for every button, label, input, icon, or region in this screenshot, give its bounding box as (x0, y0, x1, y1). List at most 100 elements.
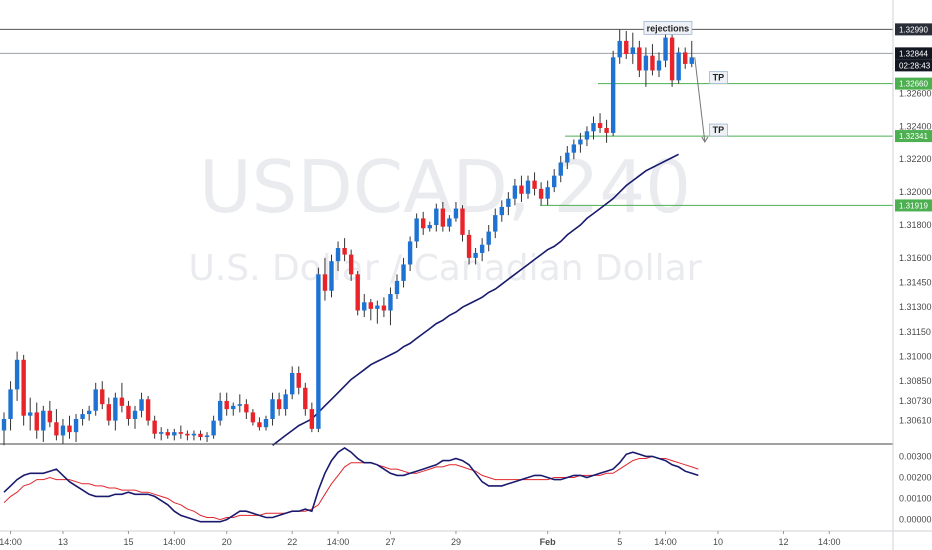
candle (47, 400, 53, 428)
candle-body (270, 399, 275, 419)
macd-line (3, 447, 699, 523)
candle (545, 180, 550, 206)
candle-body (434, 208, 439, 225)
price-tick-label: 1.31450 (899, 278, 932, 288)
candles-layer[interactable] (1, 29, 694, 446)
candle-body (414, 218, 419, 242)
time-axis[interactable]: 14:00 13 15 14:00 20 22 14:00 27 29 Feb 5 14:00 10 12… (0, 531, 841, 547)
candle (165, 428, 170, 439)
candle-body (303, 387, 308, 410)
candle (447, 215, 452, 232)
candle-body (617, 40, 622, 58)
candle-body (683, 52, 688, 64)
candle-body (21, 359, 26, 416)
candle (100, 381, 105, 410)
oscillator-tick-label: 0.00300 (899, 451, 932, 461)
price-tag: 1.32990 (895, 23, 932, 36)
candle (329, 254, 334, 298)
candle (368, 298, 373, 321)
candle-body (348, 254, 354, 275)
candle (669, 32, 675, 87)
candle (73, 414, 79, 442)
oscillator-tick-label: 0.00100 (899, 494, 932, 504)
candle-body (401, 264, 406, 281)
price-tick-label: 1.32600 (899, 88, 932, 98)
candle-body (584, 131, 590, 140)
candle-body (80, 414, 85, 419)
time-tick-label: 14:00 (327, 537, 350, 547)
price-tag-bg (895, 47, 932, 60)
candle (512, 178, 518, 206)
candle (257, 417, 262, 431)
price-tick-label: 1.32200 (899, 154, 932, 164)
candle (532, 172, 537, 196)
time-tick-label: 12 (778, 537, 788, 547)
time-tick-label: 15 (123, 537, 133, 547)
price-tick-label: 1.31800 (899, 220, 932, 230)
candle-body (676, 52, 681, 81)
tp-label: TP (709, 123, 728, 137)
price-tag-bg (895, 77, 932, 90)
candle-body (139, 399, 144, 411)
oscillator-axis[interactable]: 0.00300 0.00200 0.00100 0.00000 (899, 451, 932, 524)
candle-body (28, 412, 33, 416)
candle (538, 182, 544, 206)
candle (14, 351, 20, 401)
candle-body (427, 225, 432, 229)
candle-body (512, 185, 518, 199)
candle-body (486, 231, 491, 245)
tp-text: TP (713, 125, 725, 135)
price-tag-text: 1.31919 (899, 201, 928, 210)
candle (617, 29, 622, 64)
candle-body (322, 274, 328, 291)
candle (250, 409, 256, 426)
candle (237, 394, 242, 413)
candle (630, 32, 635, 64)
candle-body (610, 57, 616, 133)
moving-average-layer (272, 153, 679, 446)
countdown-text: 02:28:43 (899, 61, 931, 70)
time-tick-label: 14:00 (0, 537, 22, 547)
time-tick-label: 22 (287, 537, 297, 547)
countdown-tag: 02:28:43 (895, 59, 932, 72)
candle-body (263, 418, 269, 428)
candle-body (479, 244, 485, 253)
candle-body (60, 425, 66, 436)
candle-body (14, 359, 20, 390)
candle-body (54, 422, 59, 436)
candle (93, 382, 98, 416)
candle (591, 116, 596, 140)
candle (414, 213, 419, 249)
candle-body (421, 218, 426, 229)
candle-body (309, 409, 315, 429)
candle-body (224, 400, 229, 410)
candle (106, 397, 111, 426)
candle (172, 428, 177, 441)
price-tag-text: 1.32660 (899, 80, 928, 89)
candle (283, 389, 288, 416)
candle (1, 412, 7, 446)
candle (434, 203, 439, 232)
candle-body (558, 162, 563, 176)
candle (689, 40, 694, 68)
price-tick-label: 1.32400 (899, 121, 932, 131)
candle-body (538, 188, 544, 199)
candle (335, 241, 341, 272)
candle (145, 395, 151, 426)
annotations-layer[interactable]: rejections TP TP (643, 20, 728, 144)
candle (421, 211, 426, 235)
candle (427, 221, 432, 232)
candle-body (113, 397, 118, 421)
candle (643, 47, 649, 87)
candle (132, 405, 138, 429)
time-tick-label: 14:00 (163, 537, 186, 547)
tp-label: TP (709, 71, 728, 85)
candle-body (145, 399, 151, 421)
price-tag: 1.32341 (895, 130, 932, 143)
candle-body (388, 294, 393, 311)
candle (54, 409, 59, 441)
candle (28, 397, 33, 431)
candle (663, 31, 668, 68)
candle (525, 175, 531, 199)
